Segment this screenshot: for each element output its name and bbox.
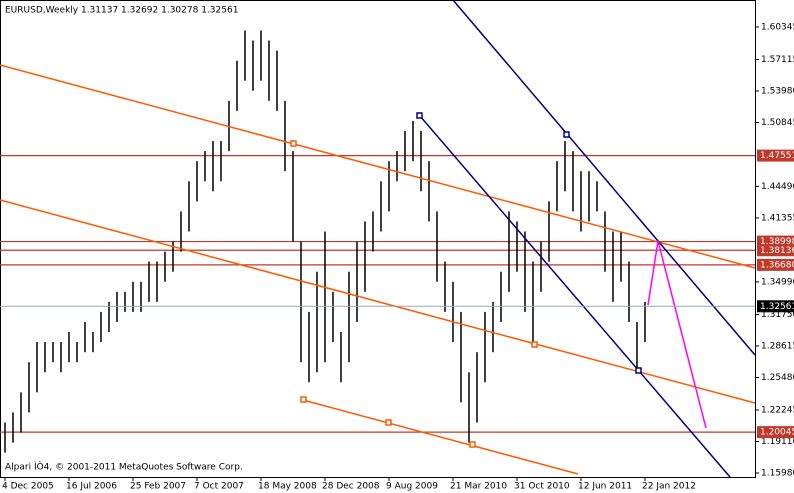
anchor (290, 140, 297, 147)
x-tick-label: 31 Oct 2010 (514, 482, 570, 492)
level-label: 1.20045 (760, 428, 794, 438)
y-tick-label: 1.60345 (761, 22, 794, 32)
y-tick-label: 1.41355 (761, 213, 794, 223)
y-tick-label: 1.15980 (761, 468, 794, 478)
x-tick-label: 12 Jun 2011 (578, 482, 632, 492)
level-box (757, 426, 794, 439)
y-tick-label: 1.28615 (761, 341, 794, 351)
anchor (635, 367, 642, 374)
y-tick-label: 1.22245 (761, 405, 794, 415)
level-label: 1.38998 (760, 237, 794, 247)
trendline (452, 0, 756, 356)
y-tick-label: 1.44490 (761, 182, 794, 192)
projection (647, 240, 707, 429)
x-tick-label: 7 Oct 2007 (194, 482, 244, 492)
trendlines (0, 0, 756, 478)
anchor (300, 396, 307, 403)
level-box (757, 258, 794, 271)
anchor (385, 419, 392, 426)
y-tick-label: 1.31750 (761, 310, 794, 320)
x-tick-label: 22 Jan 2012 (642, 482, 696, 492)
level-label: 1.36680 (760, 260, 794, 270)
plot-frame (0, 0, 756, 478)
current-price-box (757, 300, 794, 313)
anchor (416, 112, 423, 119)
x-tick-label: 16 Jul 2006 (66, 482, 117, 492)
anchor (531, 341, 538, 348)
y-tick-label: 1.34990 (761, 277, 794, 287)
x-tick-label: 28 Dec 2008 (322, 482, 380, 492)
y-tick-label: 1.57115 (761, 55, 794, 65)
trendline (419, 115, 731, 478)
trendline (302, 399, 579, 475)
level-box (757, 244, 794, 257)
y-tick-label: 1.25480 (761, 373, 794, 383)
x-tick-label: 21 Mar 2010 (450, 482, 507, 492)
copyright: Alpari ÌÒ4, © 2001-2011 MetaQuotes Softw… (5, 461, 243, 473)
anchor (563, 131, 570, 138)
y-tick-label: 1.19110 (761, 437, 794, 447)
chart-title: EURUSD,Weekly 1.31137 1.32692 1.30278 1.… (5, 6, 238, 16)
trendline (0, 64, 756, 269)
x-tick-label: 4 Dec 2005 (2, 482, 54, 492)
anchor (469, 441, 476, 448)
y-tick-label: 1.53980 (761, 86, 794, 96)
trendline (0, 199, 756, 404)
x-tick-label: 25 Feb 2007 (130, 482, 186, 492)
x-tick-label: 9 Aug 2009 (386, 482, 438, 492)
level-box (757, 149, 794, 162)
level-label: 1.38136 (760, 246, 794, 256)
x-tick-label: 18 May 2008 (258, 482, 317, 492)
current-price-label: 1.32561 (760, 302, 794, 312)
level-label: 1.47551 (760, 151, 794, 161)
y-tick-label: 1.50845 (761, 118, 794, 128)
